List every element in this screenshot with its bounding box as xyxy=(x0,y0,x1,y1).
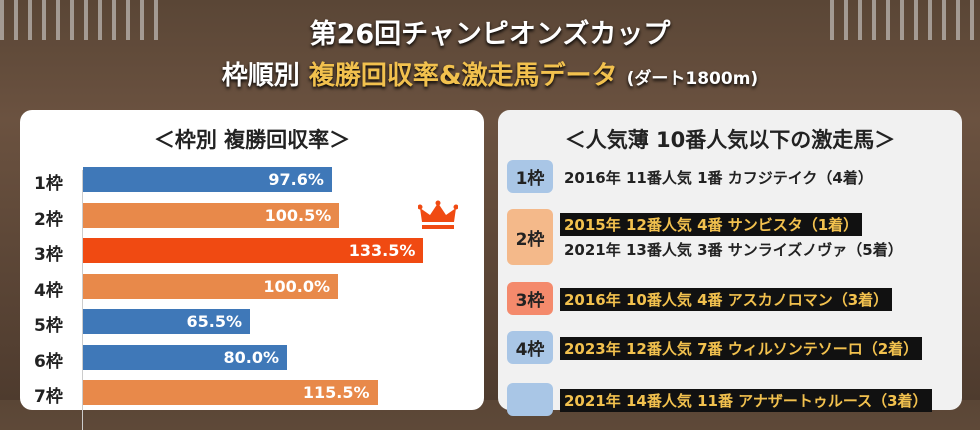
bar-5: 65.5% xyxy=(83,309,251,334)
data-label: 115.5% xyxy=(302,383,370,402)
crown-icon xyxy=(418,200,458,229)
subtitle-a: 枠順別 xyxy=(221,61,300,91)
horse-entry: 2021年 13番人気 3番 サンライズノヴァ（5着） xyxy=(564,241,903,259)
category-label: 1枠 xyxy=(34,174,63,194)
bar-2: 100.5% xyxy=(83,202,340,228)
bar-7: 115.5% xyxy=(83,380,378,405)
data-label: 100.0% xyxy=(263,276,330,296)
frame-badge: 4枠 xyxy=(507,331,553,364)
subtitle-b: 複勝回収率&激走馬データ xyxy=(308,61,618,91)
horse-entry: 2021年 14番人気 11番 アナザートゥルース（3着） xyxy=(560,389,932,412)
data-label: 80.0% xyxy=(223,347,279,367)
category-label: 2枠 xyxy=(34,209,63,230)
data-label: 65.5% xyxy=(186,312,243,331)
frame-badge: 3枠 xyxy=(507,282,553,315)
data-label: 97.6% xyxy=(268,170,324,189)
data-label: 100.5% xyxy=(264,205,332,225)
rail-left xyxy=(0,0,160,40)
category-label: 3枠 xyxy=(34,245,63,265)
category-label: 7枠 xyxy=(34,387,63,407)
category-label: 6枠 xyxy=(34,351,63,372)
horse-entry: 2016年 10番人気 4番 アスカノロマン（3着） xyxy=(560,288,893,311)
bar-3: 133.5% xyxy=(83,238,424,263)
chart-title: ＜枠別 複勝回収率＞ xyxy=(153,128,351,152)
y-axis xyxy=(82,170,83,430)
chart-panel: ＜枠別 複勝回収率＞ 1枠 97.6% 2枠 100.5% 3枠 133.5% 4枠 100.… xyxy=(20,110,484,430)
frame-badge: 1枠 xyxy=(507,160,553,193)
page-title: 第26回チャンピオンズカップ xyxy=(309,19,671,50)
bar-1: 97.6% xyxy=(83,167,332,192)
horse-entry: 2016年 11番人気 1番 カフジテイク（4着） xyxy=(564,169,873,187)
longshot-panel: ＜人気薄 10番人気以下の激走馬＞ 1枠 2016年 11番人気 1番 カフジテイ… xyxy=(498,110,962,416)
longshot-title: ＜人気薄 10番人気以下の激走馬＞ xyxy=(564,128,896,152)
frame-badge: 2枠 xyxy=(507,209,553,265)
bar-4: 100.0% xyxy=(83,273,338,299)
rail-right xyxy=(830,0,980,40)
subtitle-c: (ダート1800m) xyxy=(626,69,759,89)
bar-6: 80.0% xyxy=(83,344,287,370)
page-subtitle: 枠順別 複勝回収率&激走馬データ (ダート1800m) xyxy=(0,55,980,92)
category-label: 5枠 xyxy=(34,316,63,336)
horse-entry: 2015年 12番人気 4番 サンビスタ（1着） xyxy=(560,213,863,236)
category-label: 4枠 xyxy=(34,280,63,301)
horse-entry: 2023年 12番人気 7番 ウィルソンテソーロ（2着） xyxy=(560,337,923,360)
data-label: 133.5% xyxy=(348,241,416,260)
